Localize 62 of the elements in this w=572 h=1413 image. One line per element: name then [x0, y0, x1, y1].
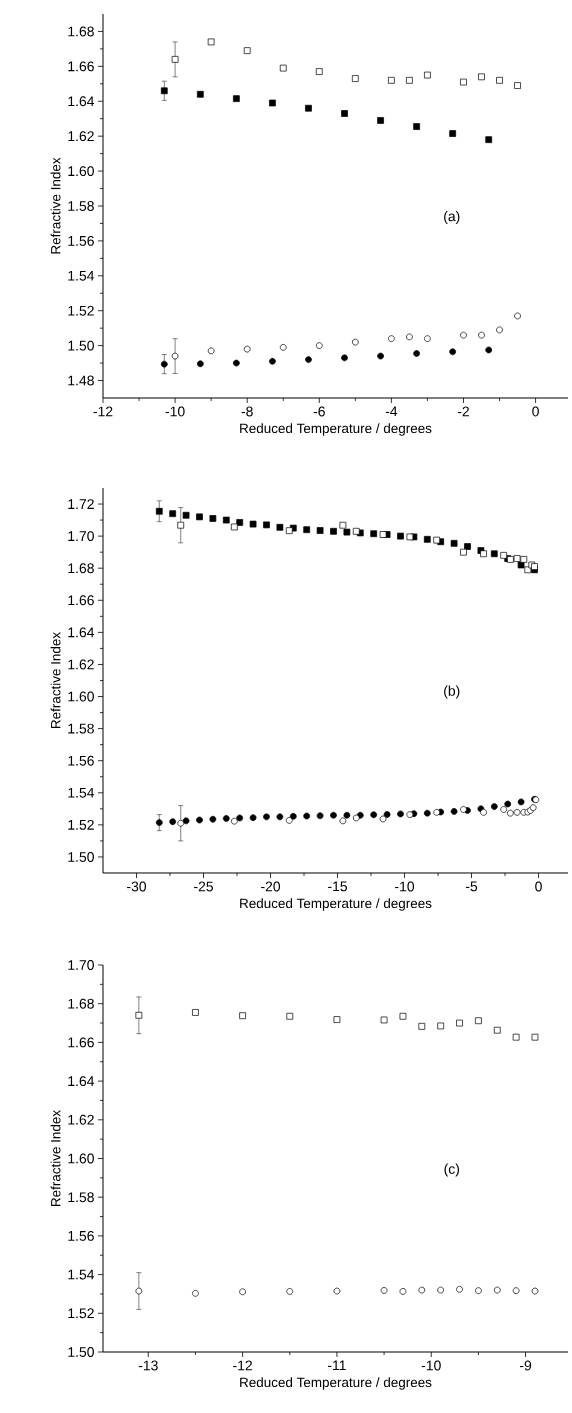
y-axis-title: Refractive Index: [50, 632, 61, 728]
x-tick-label: 0: [535, 881, 542, 892]
y-tick-label: 1.70: [68, 960, 94, 970]
y-tick-label: 1.66: [68, 61, 94, 72]
y-tick-label: 1.62: [68, 131, 94, 142]
x-tick-label: -8: [241, 406, 253, 417]
x-tick-label: -10: [395, 881, 415, 892]
y-tick-label: 1.58: [68, 201, 94, 211]
x-tick-label: -13: [138, 1360, 158, 1371]
y-tick-label: 1.50: [68, 340, 94, 351]
y-tick-label: 1.50: [68, 852, 94, 862]
y-tick-label: 1.60: [68, 1153, 94, 1164]
x-axis-title: Reduced Temperature / degrees: [240, 1377, 432, 1390]
x-tick-label: 0: [532, 406, 539, 417]
x-tick-label: -10: [165, 406, 185, 417]
y-tick-label: 1.56: [68, 755, 94, 766]
y-tick-label: 1.56: [68, 235, 94, 246]
y-tick-label: 1.68: [68, 563, 94, 574]
x-tick-label: -11: [327, 1360, 346, 1371]
y-tick-label: 1.52: [68, 1308, 94, 1319]
annotation: (b): [444, 685, 460, 699]
y-tick-label: 1.62: [68, 1114, 94, 1125]
x-axis-title: Reduced Temperature / degrees: [240, 898, 432, 911]
x-tick-label: -4: [385, 406, 398, 417]
y-tick-label: 1.50: [68, 1347, 94, 1357]
y-tick-label: 1.64: [68, 627, 95, 638]
y-tick-label: 1.66: [68, 1037, 94, 1048]
y-tick-label: 1.58: [68, 1192, 94, 1203]
x-tick-label: -12: [93, 406, 113, 417]
y-tick-label: 1.54: [68, 270, 95, 281]
y-tick-label: 1.70: [68, 531, 94, 542]
y-tick-label: 1.72: [68, 499, 94, 509]
x-tick-label: -6: [313, 406, 325, 417]
y-axis-title: Refractive Index: [50, 1110, 61, 1206]
y-tick-label: 1.52: [68, 819, 94, 830]
y-tick-label: 1.52: [68, 305, 94, 316]
y-tick-label: 1.64: [68, 96, 95, 107]
y-tick-label: 1.62: [68, 659, 94, 670]
y-tick-label: 1.68: [68, 998, 94, 1009]
y-tick-label: 1.68: [68, 26, 94, 37]
y-axis-title: Refractive Index: [50, 157, 61, 254]
y-tick-label: 1.54: [68, 1269, 95, 1280]
y-tick-label: 1.48: [68, 375, 94, 386]
x-tick-label: -12: [233, 1360, 252, 1371]
y-tick-label: 1.54: [68, 787, 95, 798]
y-tick-label: 1.60: [68, 166, 94, 177]
y-tick-label: 1.60: [68, 691, 94, 702]
x-tick-label: -25: [194, 881, 213, 892]
y-tick-label: 1.64: [68, 1076, 95, 1087]
annotation: (a): [444, 211, 460, 225]
x-tick-label: -20: [261, 881, 281, 892]
x-axis-title: Reduced Temperature / degrees: [240, 423, 432, 436]
x-tick-label: -30: [127, 881, 147, 892]
annotation: (c): [444, 1163, 460, 1177]
y-tick-label: 1.56: [68, 1230, 94, 1241]
y-tick-label: 1.58: [68, 723, 94, 734]
x-tick-label: -10: [421, 1360, 441, 1371]
y-tick-label: 1.66: [68, 595, 94, 606]
x-tick-label: -9: [519, 1360, 532, 1371]
x-tick-label: -5: [465, 881, 478, 892]
x-tick-label: -15: [328, 881, 348, 892]
x-tick-label: -2: [457, 406, 469, 417]
